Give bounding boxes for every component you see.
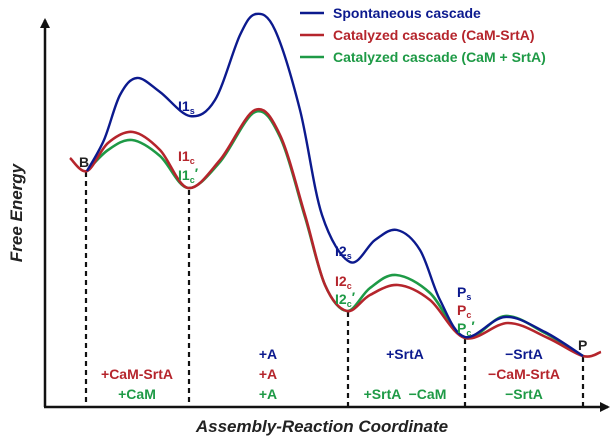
curve-catalyzed-cam-srta xyxy=(69,107,602,358)
legend: Spontaneous cascade Catalyzed cascade (C… xyxy=(300,5,546,65)
state-label-Pc: Pc xyxy=(457,302,471,320)
step4-blue-label: −SrtA xyxy=(505,346,543,362)
step2-red-label: +A xyxy=(259,366,277,382)
x-axis-title: Assembly-Reaction Coordinate xyxy=(195,417,448,436)
legend-label-catalyzed-cam-plus-srta: Catalyzed cascade (CaM + SrtA) xyxy=(333,49,546,65)
state-label-I2c: I2c xyxy=(335,273,352,291)
step4-red-label: −CaM-SrtA xyxy=(488,366,560,382)
step2-green-label: +A xyxy=(259,386,277,402)
step3-green-label: +SrtA −CaM xyxy=(364,386,447,402)
curve-catalyzed-cam-plus-srta xyxy=(86,109,584,358)
step1-red-label: +CaM-SrtA xyxy=(101,366,173,382)
state-label-Ps: Ps xyxy=(457,284,471,302)
step2-blue-label: +A xyxy=(259,346,277,362)
step3-blue-label: +SrtA xyxy=(386,346,424,362)
step4-green-label: −SrtA xyxy=(505,386,543,402)
y-axis-title: Free Energy xyxy=(7,162,26,262)
state-label-I1c: I1c xyxy=(178,148,195,166)
state-label-I2s: I2s xyxy=(335,243,352,261)
state-label-P: P xyxy=(578,337,587,353)
state-label-Pc-prime: Pc′ xyxy=(457,318,475,338)
legend-label-catalyzed-cam-srta: Catalyzed cascade (CaM-SrtA) xyxy=(333,27,535,43)
step1-green-label: +CaM xyxy=(118,386,156,402)
legend-label-spontaneous: Spontaneous cascade xyxy=(333,5,481,21)
curve-spontaneous xyxy=(85,12,584,358)
state-label-I1s: I1s xyxy=(178,98,195,116)
state-label-I1c-prime: I1c′ xyxy=(178,165,199,185)
state-label-I2c-prime: I2c′ xyxy=(335,289,356,309)
state-label-B: B xyxy=(79,154,89,170)
